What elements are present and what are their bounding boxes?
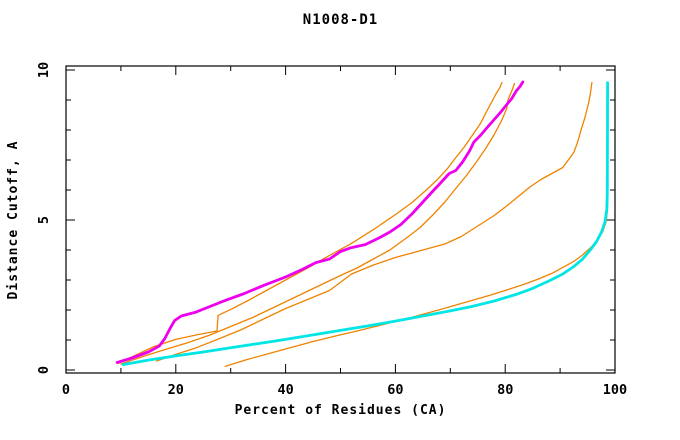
x-tick-label: 100 <box>603 382 627 398</box>
x-axis-label: Percent of Residues (CA) <box>234 403 447 418</box>
x-tick-label: 40 <box>277 382 293 398</box>
curve-model-orange-3 <box>155 81 593 362</box>
y-axis-label: Distance Cutoff, A <box>6 140 21 300</box>
x-tick-label: 60 <box>387 382 403 398</box>
x-tick-label: 20 <box>168 382 184 398</box>
plot-frame <box>65 65 616 374</box>
curve-model-orange-2 <box>120 82 516 365</box>
curve-model-orange-4 <box>224 199 609 368</box>
x-tick-label: 0 <box>62 382 70 398</box>
curve-model-highlight-magenta <box>115 80 525 364</box>
y-tick-label: 5 <box>36 216 52 224</box>
x-tick-label: 80 <box>497 382 513 398</box>
curve-model-orange-1 <box>117 81 503 365</box>
y-tick-label: 0 <box>36 366 52 374</box>
curve-model-highlight-cyan <box>121 81 609 367</box>
chart-title: N1008-D1 <box>302 12 379 28</box>
y-tick-label: 10 <box>36 62 52 78</box>
